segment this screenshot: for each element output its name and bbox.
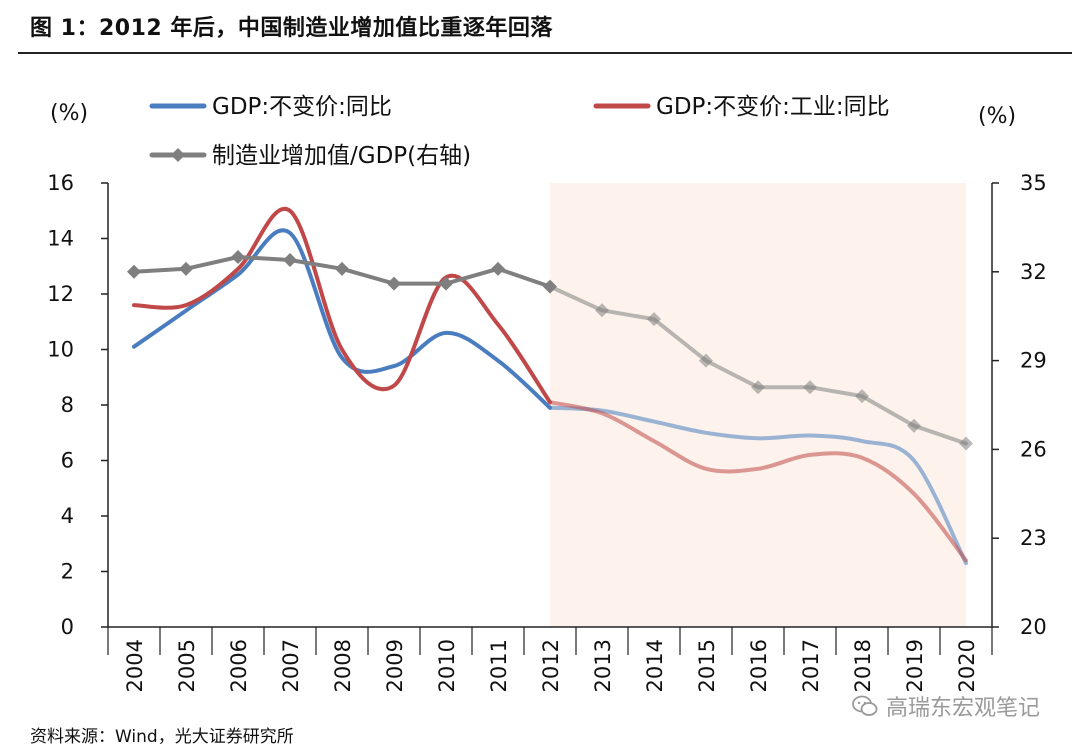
x-tick-label: 2019 <box>903 639 927 692</box>
data-point <box>491 261 505 276</box>
right-tick-label: 29 <box>1020 349 1047 373</box>
data-point <box>647 312 661 327</box>
x-tick-label: 2016 <box>747 639 771 692</box>
right-tick-label: 35 <box>1020 171 1047 195</box>
x-tick-label: 2015 <box>695 639 719 692</box>
legend-label: GDP:不变价:工业:同比 <box>656 94 890 120</box>
watermark: 高瑞东宏观笔记 <box>852 690 1040 722</box>
gdp-series-line-faded <box>548 405 968 566</box>
source-note: 资料来源：Wind，光大证券研究所 <box>30 727 294 747</box>
data-point <box>959 436 973 451</box>
left-tick-label: 14 <box>47 227 74 251</box>
x-tick-label: 2012 <box>539 639 563 692</box>
x-tick-label: 2004 <box>123 639 147 692</box>
data-point <box>179 261 193 276</box>
data-point <box>907 418 921 433</box>
legend-marker <box>171 148 185 162</box>
wechat-icon <box>852 695 878 716</box>
data-point <box>283 252 297 267</box>
data-point <box>855 389 869 404</box>
right-tick-label: 23 <box>1020 526 1047 550</box>
right-tick-label: 26 <box>1020 437 1047 461</box>
right-axis-unit: (%) <box>978 104 1016 129</box>
left-tick-label: 16 <box>47 171 74 195</box>
x-tick-label: 2013 <box>591 639 615 692</box>
shaded-region <box>550 183 966 627</box>
data-point <box>127 264 141 279</box>
left-tick-label: 8 <box>61 393 74 417</box>
left-tick-label: 4 <box>61 504 74 528</box>
x-tick-label: 2014 <box>643 639 667 692</box>
data-point <box>543 279 557 294</box>
data-point <box>595 303 609 318</box>
left-tick-label: 6 <box>61 449 74 473</box>
x-tick-label: 2020 <box>955 639 979 692</box>
data-point <box>387 276 401 291</box>
data-point <box>751 380 765 395</box>
x-tick-label: 2018 <box>851 639 875 692</box>
left-tick-label: 10 <box>47 338 74 362</box>
x-tick-label: 2017 <box>799 639 823 692</box>
x-tick-label: 2008 <box>331 639 355 692</box>
right-tick-label: 32 <box>1020 260 1047 284</box>
page-title: 图 1：2012 年后，中国制造业增加值比重逐年回落 <box>30 16 553 41</box>
x-tick-label: 2006 <box>227 639 251 692</box>
x-tick-label: 2011 <box>487 639 511 692</box>
legend-label: 制造业增加值/GDP(右轴) <box>212 143 471 169</box>
data-point <box>803 380 817 395</box>
industry-series-line-faded <box>548 400 968 563</box>
watermark-text: 高瑞东宏观笔记 <box>885 696 1040 721</box>
left-tick-label: 0 <box>61 615 74 639</box>
left-tick-label: 12 <box>47 282 74 306</box>
data-point <box>335 261 349 276</box>
x-tick-label: 2005 <box>175 639 199 692</box>
title-divider <box>18 52 1072 54</box>
industry-series-line <box>132 206 552 405</box>
data-point <box>699 353 713 368</box>
data-point <box>231 250 245 264</box>
legend-label: GDP:不变价:同比 <box>212 94 392 120</box>
right-tick-label: 20 <box>1020 615 1047 639</box>
x-tick-label: 2007 <box>279 639 303 692</box>
left-axis-unit: (%) <box>50 101 88 126</box>
x-tick-label: 2009 <box>383 639 407 692</box>
x-tick-label: 2010 <box>435 639 459 692</box>
data-point <box>439 276 453 291</box>
gdp-series-line <box>132 228 552 410</box>
left-tick-label: 2 <box>61 560 74 584</box>
